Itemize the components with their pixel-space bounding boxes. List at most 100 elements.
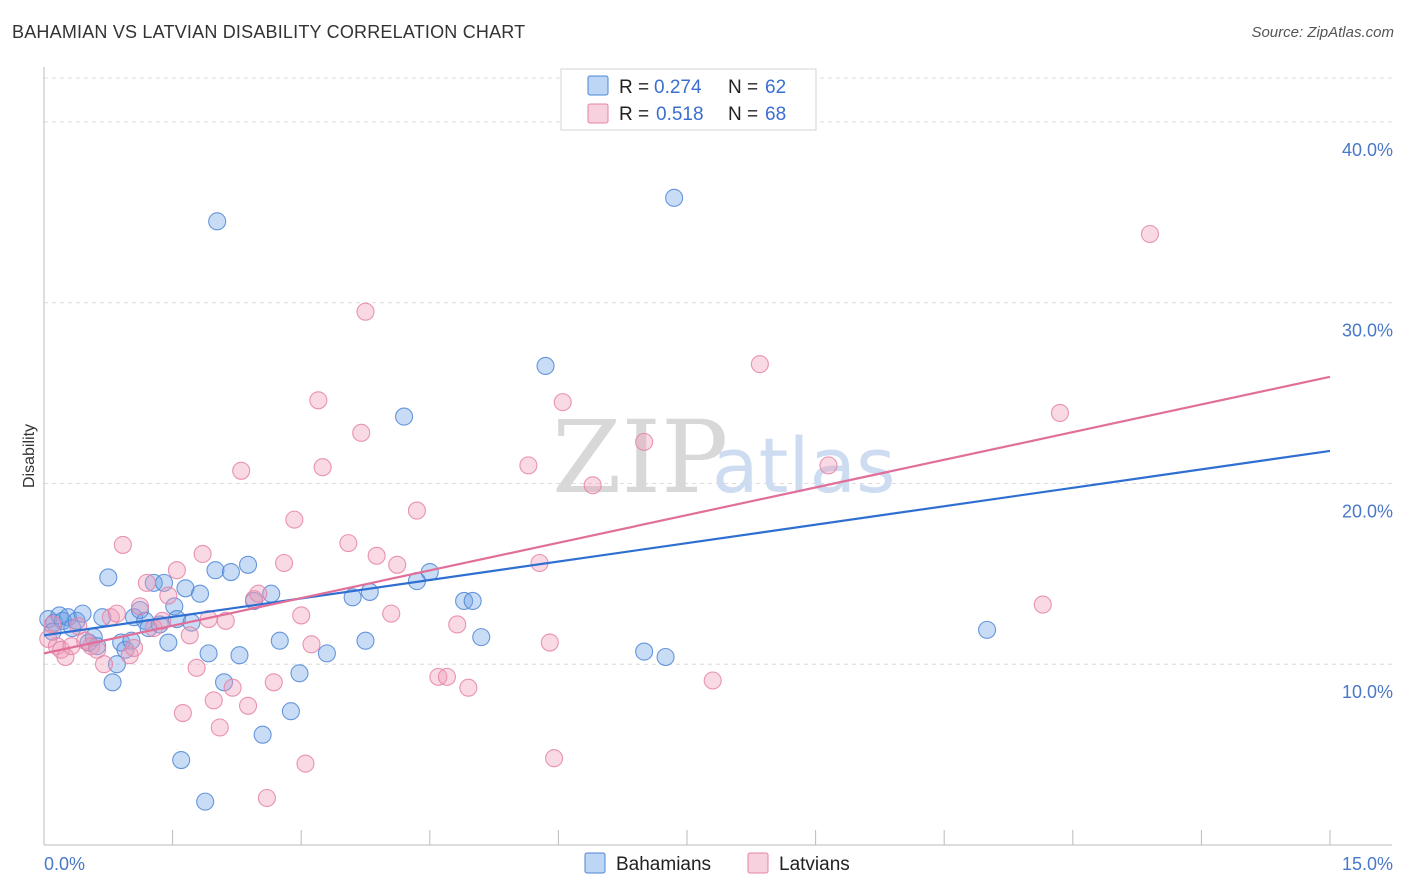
trendlines [43, 375, 1331, 655]
bahamians-point-35 [230, 646, 249, 665]
latvians-point-28 [210, 718, 229, 737]
latvians-point-44 [339, 534, 358, 553]
top-legend: R = 0.274 N = 62 R = 0.518 N = 68 [560, 68, 817, 131]
legend-r-latvians: 0.518 [656, 104, 704, 125]
y-tick-label-20: 20.0% [1342, 501, 1393, 521]
latvians-point-63 [750, 355, 769, 374]
latvians-point-24 [187, 658, 206, 677]
latvians-point-66 [1050, 403, 1069, 423]
bahamians-point-45 [356, 631, 375, 650]
latvians-point-45 [352, 423, 371, 442]
bahamians-point-32 [206, 561, 225, 580]
latvians-trend-line [43, 375, 1331, 655]
bahamians-point-46 [360, 582, 379, 601]
legend-n-latvians: 68 [765, 104, 786, 125]
bahamians-point-22 [144, 573, 163, 592]
latvians-point-36 [264, 673, 283, 692]
latvians-point-55 [519, 456, 538, 475]
y-tick-label-30: 30.0% [1342, 321, 1393, 341]
gridlines [44, 77, 1392, 665]
bahamians-point-38 [253, 725, 272, 744]
latvians-point-64 [819, 456, 838, 475]
latvians-point-13 [113, 535, 132, 554]
latvians-point-21 [167, 561, 186, 580]
latvians-point-49 [388, 555, 407, 574]
bahamians-point-34 [221, 562, 240, 582]
bahamians-point-57 [978, 620, 997, 639]
bahamians-point-43 [317, 644, 336, 663]
bahamians-point-36 [238, 555, 258, 574]
latvians-point-67 [1140, 224, 1160, 244]
latvians-point-43 [313, 458, 332, 477]
bahamians-point-59 [172, 750, 191, 770]
latvians-point-65 [1033, 595, 1052, 614]
legend-r-bahamians: 0.274 [654, 77, 702, 98]
bahamians-point-33 [214, 673, 234, 692]
latvians-points [39, 224, 1160, 808]
bottom-legend-swatch-latvians [747, 852, 769, 874]
latvians-point-59 [553, 393, 572, 412]
latvians-point-35 [257, 788, 276, 808]
latvians-point-30 [223, 678, 242, 697]
latvians-point-52 [437, 667, 456, 686]
legend-n-label-latvians: N = [728, 104, 758, 125]
latvians-point-58 [545, 749, 564, 768]
bahamians-point-13 [103, 673, 122, 692]
y-tick-label-10: 10.0% [1342, 682, 1393, 702]
bahamians-point-53 [536, 356, 555, 376]
bottom-legend-latvians: Latvians [779, 854, 850, 875]
bahamians-point-44 [343, 588, 362, 607]
latvians-point-39 [292, 606, 311, 625]
latvians-point-40 [296, 754, 315, 773]
latvians-point-48 [382, 604, 401, 623]
y-tick-label-40: 40.0% [1342, 140, 1393, 160]
latvians-point-1 [43, 615, 62, 634]
latvians-point-53 [448, 615, 467, 634]
bahamians-point-31 [199, 644, 218, 663]
latvians-point-20 [159, 586, 178, 605]
bahamians-trend-line [43, 449, 1331, 637]
latvians-point-46 [356, 302, 375, 321]
latvians-point-16 [130, 597, 150, 616]
bahamians-point-55 [635, 642, 654, 661]
legend-r-label-bahamians: R = [619, 77, 649, 98]
legend-r-label-latvians: R = [619, 104, 649, 125]
bahamians-point-25 [159, 633, 178, 652]
latvians-point-34 [249, 584, 268, 603]
latvians-point-54 [459, 678, 478, 697]
watermark-zip: ZIP [552, 399, 728, 516]
watermark-atlas: atlas [712, 421, 896, 510]
y-axis-label: Disability [21, 424, 38, 488]
x-tick-label-max: 15.0% [1342, 854, 1393, 874]
watermark: ZIP atlas [552, 399, 896, 516]
latvians-point-50 [407, 501, 426, 520]
bahamians-point-60 [196, 792, 215, 811]
bahamians-point-42 [290, 664, 309, 683]
latvians-point-62 [703, 671, 722, 690]
tick-labels: 10.0% 20.0% 30.0% 40.0% 0.0% 15.0% [44, 140, 1393, 874]
bahamians-point-12 [99, 568, 118, 587]
chart-title: BAHAMIAN VS LATVIAN DISABILITY CORRELATI… [12, 22, 526, 42]
latvians-point-37 [275, 553, 294, 573]
latvians-point-38 [285, 510, 304, 529]
latvians-point-12 [107, 604, 126, 623]
bahamians-point-52 [472, 628, 491, 647]
legend-swatch-latvians [587, 103, 609, 124]
bottom-legend: Bahamians Latvians [584, 852, 850, 875]
legend-n-bahamians: 62 [765, 77, 786, 98]
latvians-point-31 [232, 461, 251, 480]
latvians-point-15 [124, 638, 144, 658]
latvians-point-17 [137, 573, 156, 592]
legend-swatch-bahamians [587, 75, 609, 96]
bahamians-point-41 [281, 702, 300, 721]
latvians-point-27 [204, 691, 223, 710]
bahamians-point-47 [395, 407, 414, 426]
latvians-point-47 [367, 546, 386, 565]
chart-source: Source: ZipAtlas.com [1251, 24, 1394, 41]
bahamians-point-56 [656, 647, 675, 667]
latvians-point-57 [540, 633, 559, 652]
latvians-point-10 [94, 655, 114, 674]
latvians-point-22 [173, 703, 192, 723]
bottom-legend-swatch-bahamians [584, 852, 606, 874]
